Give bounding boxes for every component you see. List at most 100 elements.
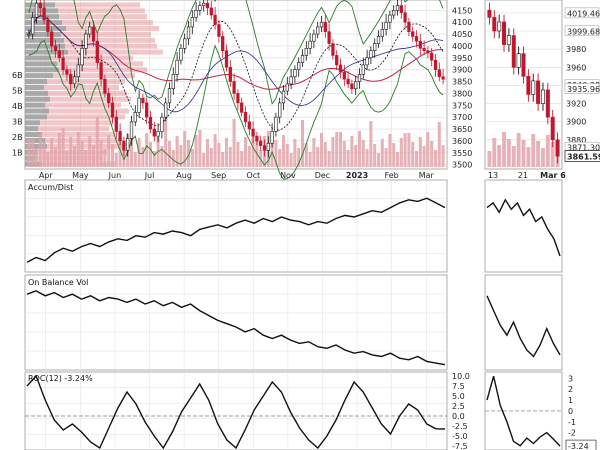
candle-body xyxy=(266,142,270,151)
detail-candle-body xyxy=(540,89,545,104)
price-y-tick-label: 3500 xyxy=(452,161,472,170)
candle-body xyxy=(243,112,248,123)
volume-bar xyxy=(38,134,42,167)
candle-body xyxy=(418,40,422,49)
obv-title: On Balance Vol xyxy=(28,278,88,287)
detail-roc-y-tick-label: -2 xyxy=(568,429,576,438)
candle-body xyxy=(198,5,202,11)
candle-body xyxy=(422,47,426,51)
price-y-tick-label: 3800 xyxy=(452,89,472,98)
detail-roc-value-label: -3.24 xyxy=(568,442,589,450)
volume-by-price-bar xyxy=(25,120,40,126)
price-y-tick-label: 3650 xyxy=(452,125,472,134)
volume-by-price-label: 6B xyxy=(12,71,23,80)
volume-bar xyxy=(118,139,122,167)
volume-bar xyxy=(380,139,384,167)
price-x-tick-label: Oct xyxy=(246,171,260,180)
volume-bar xyxy=(335,132,339,167)
detail-volume-bar xyxy=(521,140,526,167)
volume-bar xyxy=(354,145,358,167)
detail-candle-body xyxy=(516,53,521,68)
volume-by-price-bar xyxy=(25,73,53,79)
volume-bar xyxy=(236,142,240,167)
volume-bar xyxy=(285,144,289,167)
volume-by-price-bar xyxy=(25,25,66,32)
volume-bar xyxy=(433,150,438,167)
price-panel-frame xyxy=(24,0,448,170)
candle-body xyxy=(84,33,88,49)
volume-by-price-bar xyxy=(65,43,157,49)
detail-roc-y-tick-label: 2 xyxy=(568,385,573,394)
candle-body xyxy=(240,102,244,113)
detail-obv-line xyxy=(486,295,561,358)
candle-body xyxy=(65,69,69,75)
detail-volume-bar xyxy=(492,138,497,167)
detail-candle-body xyxy=(555,139,560,157)
volume-bar xyxy=(399,138,403,167)
volume-by-price-bar xyxy=(59,14,147,20)
candle-body xyxy=(76,64,80,78)
roc-y-tick-label: -5.0 xyxy=(452,432,468,441)
volume-bar xyxy=(145,133,149,167)
volume-bar xyxy=(259,150,263,167)
candle-body xyxy=(114,116,118,132)
price-y-tick-label: 4000 xyxy=(452,42,472,51)
volume-by-price-bar xyxy=(55,2,140,8)
volume-bar xyxy=(350,136,354,167)
candle-body xyxy=(312,33,316,42)
axis-labels: 3500 3550 3600 3650 3700 3750 3800 3850 3900 3950… xyxy=(12,6,600,450)
volume-by-price-bar xyxy=(25,49,68,55)
detail-candle-body xyxy=(531,80,536,95)
volume-by-price-label: 4B xyxy=(12,102,23,111)
volume-by-price-bar xyxy=(25,102,45,108)
volume-bar xyxy=(403,133,407,167)
price-x-tick-label: Aug xyxy=(176,171,192,180)
volume-bar xyxy=(103,149,107,167)
candle-body xyxy=(205,2,210,9)
candle-body xyxy=(308,40,312,49)
candle-body xyxy=(175,59,179,75)
candle-body xyxy=(129,121,134,139)
price-marker-label: 3935.96 xyxy=(567,85,600,94)
volume-bar xyxy=(107,135,111,167)
candle-body xyxy=(361,64,365,75)
volume-bar xyxy=(331,137,335,167)
volume-bar xyxy=(365,149,369,167)
volume-by-price-label: 1B xyxy=(12,149,23,158)
volume-by-price-bar xyxy=(62,20,153,26)
volume-by-price-bar xyxy=(35,155,103,161)
candle-body xyxy=(50,31,54,47)
volume-by-price-bar xyxy=(47,79,125,85)
candle-body xyxy=(103,78,107,94)
volume-by-price-bar xyxy=(58,8,145,14)
volume-bar xyxy=(369,121,373,167)
price-x-tick-label: Nov xyxy=(280,171,296,180)
price-marker-box xyxy=(564,83,600,94)
candle-body xyxy=(167,88,172,104)
candle-body xyxy=(118,131,122,142)
volume-bar xyxy=(300,120,305,167)
volume-by-price-bar xyxy=(25,31,61,37)
candle-body xyxy=(278,102,282,118)
volume-bar xyxy=(114,153,118,167)
price-marker-box xyxy=(564,7,600,19)
price-x-tick-label: Feb xyxy=(385,171,399,180)
volume-bar xyxy=(175,136,179,167)
candle-body xyxy=(179,47,183,61)
candle-body xyxy=(441,76,445,80)
candle-body xyxy=(376,36,381,44)
candle-body xyxy=(88,26,92,35)
candle-body xyxy=(133,112,137,123)
upper-bollinger-band xyxy=(28,0,444,105)
price-y-tick-label: 3950 xyxy=(452,54,472,63)
detail-x-tick-label: 13 xyxy=(488,171,498,180)
candle-body xyxy=(395,5,400,11)
detail-roc-y-tick-label: 1 xyxy=(568,396,573,405)
candle-body xyxy=(186,26,191,40)
volume-bar xyxy=(247,146,251,167)
candle-body xyxy=(190,17,194,28)
candle-body xyxy=(281,90,286,104)
candle-body xyxy=(95,40,99,63)
candle-body xyxy=(202,2,206,6)
volume-by-price-bar xyxy=(25,61,57,67)
